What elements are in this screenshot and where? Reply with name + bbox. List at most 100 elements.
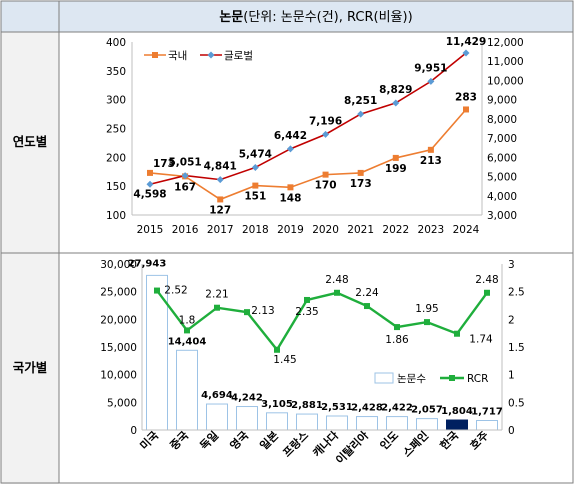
domestic-data-label: 199 (385, 163, 407, 175)
x-tick-label: 2024 (453, 224, 480, 236)
legend-marker-global (207, 51, 215, 59)
x-tick-label: 2018 (242, 224, 269, 236)
y-right-tick-label: 6,000 (487, 152, 517, 164)
bar-data-label: 2,881 (291, 400, 323, 411)
rcr-data-label: 2.35 (295, 306, 318, 318)
category-label: 이탈리아 (333, 428, 372, 467)
y-right-tick-label: 2.5 (508, 287, 525, 299)
rcr-point (394, 324, 400, 331)
y-left-tick-label: 0 (130, 425, 137, 437)
y-left-tick-label: 10,000 (100, 370, 137, 382)
x-tick-label: 2017 (207, 224, 234, 236)
rcr-data-label: 2.52 (164, 285, 187, 297)
bar-papers (206, 403, 228, 431)
domestic-data-label: 213 (420, 155, 442, 167)
bar-data-label: 2,428 (351, 403, 383, 414)
country-papers-chart: 0 5,000 10,000 15,000 20,000 25,000 30,000 0 0.5… (100, 258, 524, 466)
y-right-tick-label: 9,000 (487, 95, 517, 107)
rcr-point (184, 327, 190, 334)
y-right-tick-label: 8,000 (487, 114, 517, 126)
y-left-tick-label: 350 (106, 66, 126, 78)
legend-label-global: 글로벌 (224, 50, 253, 62)
y-left-tick-label: 400 (106, 37, 126, 49)
domestic-point (147, 169, 153, 176)
global-point (286, 145, 294, 153)
y-right-tick-label: 0.5 (508, 397, 525, 409)
domestic-data-label: 167 (174, 181, 196, 193)
legend-marker-domestic (152, 52, 158, 58)
bar-data-label: 27,943 (128, 258, 167, 269)
bar-data-label: 1,717 (471, 406, 503, 417)
global-data-label: 6,442 (274, 130, 307, 142)
domestic-point (217, 196, 224, 203)
global-data-label: 4,598 (133, 188, 166, 200)
x-tick-label: 2022 (382, 224, 409, 236)
rcr-data-label: 1.45 (273, 354, 296, 366)
category-label: 영국 (228, 429, 252, 453)
series-line-domestic (149, 108, 467, 201)
category-label: 스페인 (400, 428, 431, 459)
y-left-tick-label: 150 (106, 181, 126, 193)
y-right-tick-label: 4,000 (487, 191, 517, 203)
header-bold: 논문 (219, 10, 243, 25)
rcr-data-label: 2.48 (325, 274, 348, 286)
bar-papers (266, 412, 288, 431)
y-left-tick-label: 15,000 (100, 342, 137, 354)
row-label-country: 국가별 (13, 360, 48, 375)
global-data-label: 11,429 (446, 36, 487, 48)
y-left-tick-label: 5,000 (107, 397, 137, 409)
rcr-data-label: 1.86 (385, 334, 409, 346)
y-right-tick-label: 12,000 (487, 37, 524, 49)
table-header: 논문(단위: 논문수(건), RCR(비율)) (219, 10, 412, 25)
category-label: 호주 (467, 428, 491, 452)
y-left-tick-label: 30,000 (100, 259, 137, 271)
x-tick-label: 2019 (277, 224, 304, 236)
bar-papers (356, 416, 378, 431)
y-right-tick-label: 3 (508, 259, 515, 271)
category-label: 일본 (257, 428, 281, 452)
label-column-background (1, 32, 59, 484)
bar-papers (386, 416, 408, 431)
global-point (146, 180, 154, 188)
global-data-label: 8,829 (379, 84, 412, 96)
global-point (322, 130, 330, 138)
y-left-tick-label: 20,000 (100, 314, 137, 326)
rcr-point (424, 319, 430, 326)
legend-marker-rcr (449, 375, 455, 381)
domestic-data-label: 127 (209, 204, 231, 216)
rcr-point (304, 296, 310, 303)
legend-label-papers: 논문수 (397, 373, 426, 385)
bar-data-label: 2,057 (411, 405, 443, 416)
domestic-point (392, 154, 399, 161)
x-tick-label: 2016 (172, 224, 199, 236)
y-right-tick-label: 10,000 (487, 75, 524, 87)
legend-label-rcr: RCR (467, 373, 488, 385)
domestic-data-label: 173 (153, 158, 175, 170)
category-label: 한국 (437, 428, 461, 452)
bar-data-label: 2,422 (381, 403, 413, 414)
global-data-label: 5,474 (239, 148, 272, 160)
bar-data-label: 4,242 (231, 393, 263, 404)
bar-data-label: 14,404 (168, 336, 207, 347)
bar-data-label: 4,694 (201, 390, 233, 401)
series-line-rcr (156, 289, 488, 352)
rcr-point (214, 304, 220, 311)
global-point (392, 99, 400, 107)
global-point (427, 77, 435, 85)
global-data-label: 7,196 (309, 115, 342, 127)
global-data-label: 8,251 (344, 95, 377, 107)
rcr-data-label: 1.95 (415, 303, 438, 315)
domestic-data-label: 148 (279, 192, 301, 204)
x-tick-label: 2021 (347, 224, 374, 236)
global-point (181, 172, 189, 180)
x-tick-label: 2015 (137, 224, 164, 236)
y-right-tick-label: 0 (508, 425, 515, 437)
rcr-data-label: 2.21 (205, 289, 228, 301)
bar-data-label: 2,531 (321, 402, 353, 413)
bar-papers (176, 349, 198, 431)
header-background (1, 1, 573, 32)
rcr-data-label: 2.13 (251, 305, 274, 317)
y-left-tick-label: 25,000 (100, 287, 137, 299)
